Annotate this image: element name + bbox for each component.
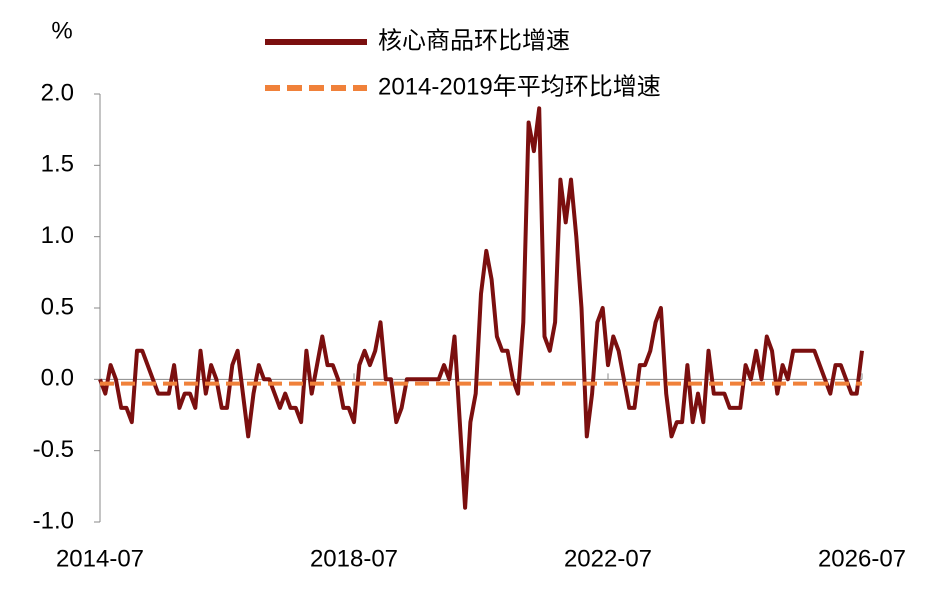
x-tick-label: 2014-07 [56,545,144,572]
legend-label: 核心商品环比增速 [378,27,570,54]
x-tick-label: 2018-07 [310,545,398,572]
y-tick-label: 2.0 [41,79,74,106]
y-tick-label: -1.0 [33,507,74,534]
y-tick-label: 0.5 [41,293,74,320]
y-tick-label: -0.5 [33,436,74,463]
y-tick-label: 1.0 [41,222,74,249]
series-line [98,106,864,510]
y-axis-unit: % [51,17,72,44]
legend-label: 2014-2019年平均环比增速 [378,73,661,100]
y-tick-label: 1.5 [41,151,74,178]
x-tick-label: 2022-07 [564,545,652,572]
y-tick-label: 0.0 [41,365,74,392]
x-tick-label: 2026-07 [818,545,906,572]
